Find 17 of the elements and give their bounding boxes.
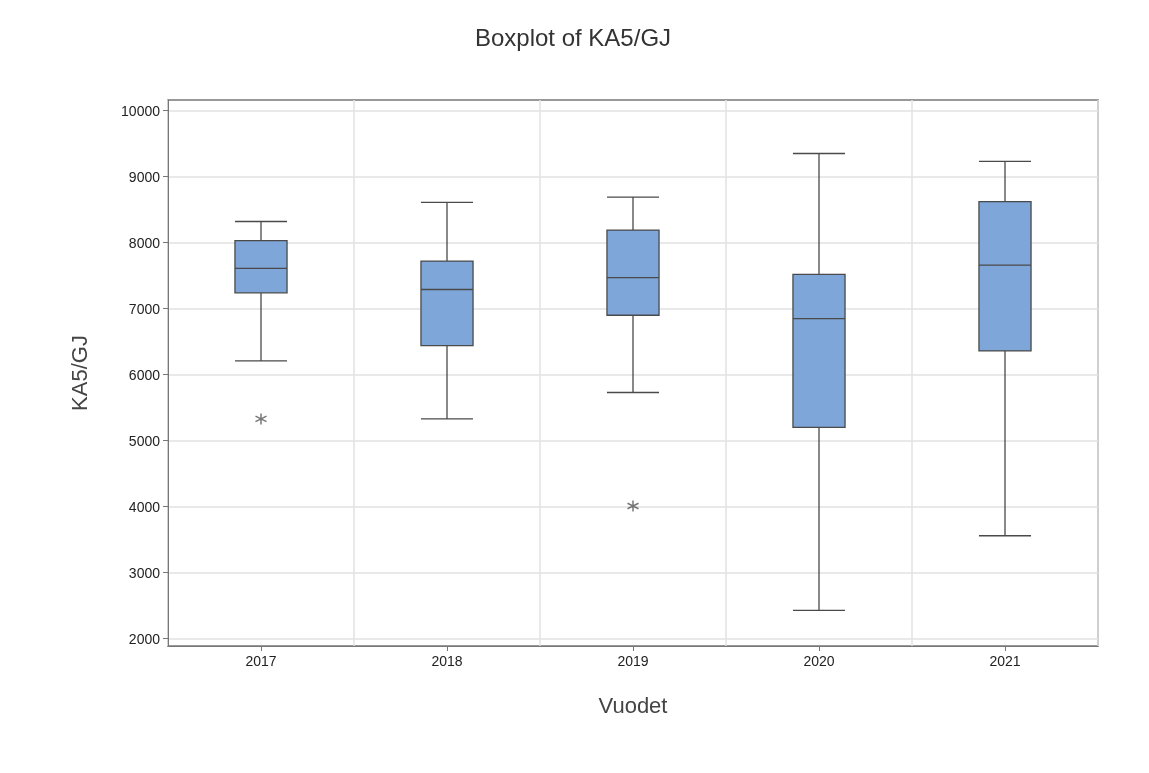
y-tick-label: 3000 <box>128 564 161 581</box>
y-tick-label: 6000 <box>128 366 161 383</box>
y-tick-label: 7000 <box>128 300 161 317</box>
x-tick-label: 2017 <box>245 653 277 669</box>
x-tick-label: 2020 <box>803 653 835 669</box>
y-tick-label: 2000 <box>128 630 161 647</box>
y-tick-label: 4000 <box>128 498 161 515</box>
x-tick-label: 2021 <box>989 653 1021 669</box>
x-axis-title: Vuodet <box>598 692 668 718</box>
y-axis-title: KA5/GJ <box>66 335 92 411</box>
chart-title: Boxplot of KA5/GJ <box>474 23 672 51</box>
x-tick-label: 2018 <box>431 653 463 669</box>
x-tick-label: 2019 <box>617 653 649 669</box>
y-tick-label: 10000 <box>121 102 161 119</box>
y-tick-label: 8000 <box>128 234 161 251</box>
y-tick-label: 5000 <box>128 432 161 449</box>
y-tick-label: 9000 <box>128 168 161 185</box>
